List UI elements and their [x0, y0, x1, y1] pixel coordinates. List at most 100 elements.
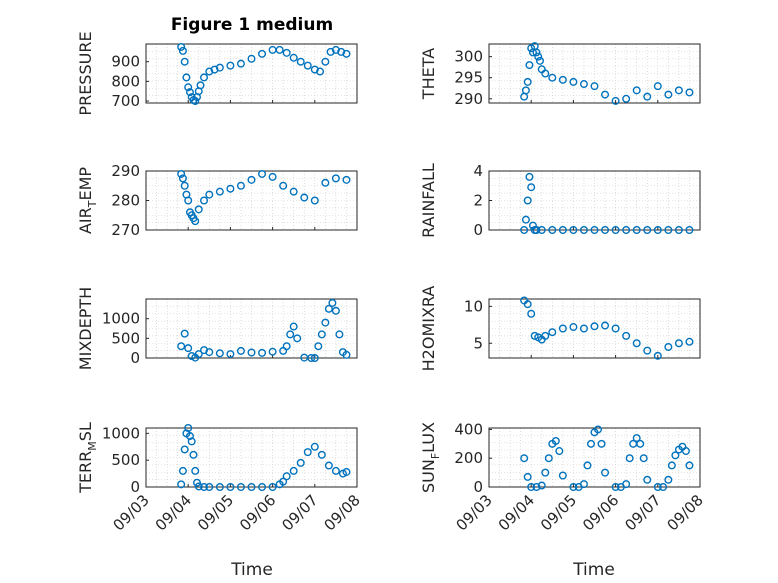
data-point: [236, 483, 245, 492]
data-point: [611, 324, 620, 333]
data-point: [180, 181, 189, 190]
axes-box: [145, 427, 358, 488]
data-point: [632, 225, 641, 234]
x-tick-label: 09/03: [453, 491, 496, 534]
y-tick-label: 1000: [102, 424, 140, 442]
data-point: [200, 483, 209, 492]
axes-box: [488, 298, 701, 359]
x-tick-label: 09/03: [110, 491, 153, 534]
figure-title: Figure 1 medium: [171, 15, 333, 35]
data-point: [307, 354, 316, 363]
data-point: [258, 49, 267, 58]
data-point: [184, 196, 193, 205]
data-point: [674, 225, 683, 234]
y-label-rest: EMP: [76, 167, 95, 201]
data-point: [324, 304, 333, 313]
x-tick-label: 09/05: [194, 491, 237, 534]
data-point: [590, 322, 599, 331]
data-point: [685, 88, 694, 97]
y-tick-label: 2: [473, 192, 483, 210]
data-point: [558, 75, 567, 84]
data-point: [685, 337, 694, 346]
data-point: [521, 86, 530, 95]
data-point: [659, 483, 668, 492]
data-point: [643, 225, 652, 234]
data-point: [523, 472, 532, 481]
data-point: [639, 454, 648, 463]
data-point: [279, 181, 288, 190]
y-label-rest: SL: [76, 422, 95, 441]
data-point: [558, 225, 567, 234]
data-point: [625, 454, 634, 463]
data-point: [303, 448, 312, 457]
data-point: [258, 483, 267, 492]
data-point: [185, 432, 194, 441]
y-tick-label: 900: [111, 53, 140, 71]
y-tick-label: 270: [111, 221, 140, 239]
data-point: [310, 442, 319, 451]
data-point: [643, 92, 652, 101]
data-point: [324, 461, 333, 470]
data-point: [194, 350, 203, 359]
data-point: [200, 196, 209, 205]
data-point: [289, 187, 298, 196]
data-point: [664, 475, 673, 484]
y-tick-label: 5: [473, 334, 483, 352]
data-point: [685, 225, 694, 234]
data-point: [681, 447, 690, 456]
data-point: [532, 225, 541, 234]
data-point: [643, 346, 652, 355]
data-point: [594, 425, 603, 434]
data-point: [205, 190, 214, 199]
data-point: [331, 466, 340, 475]
x-axis-label-right: Time: [572, 560, 615, 580]
data-point: [548, 73, 557, 82]
data-point: [527, 309, 536, 318]
data-point: [180, 445, 189, 454]
data-point: [601, 225, 610, 234]
data-point: [296, 458, 305, 467]
data-point: [558, 324, 567, 333]
panel-h2omixra: 5 10 H2OMIXRA: [419, 286, 701, 371]
y-label-subscript: M: [86, 441, 99, 451]
x-tick-label: 09/08: [321, 491, 364, 534]
data-point: [289, 53, 298, 62]
y-tick-label: 0: [473, 478, 483, 496]
data-point: [194, 482, 203, 491]
data-point: [664, 342, 673, 351]
x-axis-label-left: Time: [230, 560, 273, 580]
data-point: [191, 466, 200, 475]
data-point: [275, 45, 284, 54]
data-point: [317, 450, 326, 459]
data-point: [236, 346, 245, 355]
data-point: [310, 354, 319, 363]
data-point: [653, 483, 662, 492]
data-point: [180, 57, 189, 66]
data-point: [534, 52, 543, 61]
y-label-main: SUN: [419, 459, 438, 493]
y-axis-label: RAINFALL: [419, 163, 438, 238]
data-point: [303, 61, 312, 70]
data-point: [569, 77, 578, 86]
data-point: [597, 439, 606, 448]
data-point: [527, 483, 536, 492]
data-point: [586, 439, 595, 448]
data-point: [328, 298, 337, 307]
data-point: [569, 323, 578, 332]
y-tick-label: 500: [111, 329, 140, 347]
data-point: [611, 483, 620, 492]
data-point: [664, 225, 673, 234]
y-tick-label: 700: [111, 92, 140, 110]
panel-air_temp: 270 280 290 AIRTEMP: [76, 162, 358, 239]
y-tick-label: 800: [111, 72, 140, 90]
data-point: [247, 54, 256, 63]
y-axis-label: TERRMSL: [76, 422, 99, 494]
data-point: [622, 225, 631, 234]
axes-box: [145, 43, 358, 104]
data-point: [282, 472, 291, 481]
data-point: [622, 331, 631, 340]
data-point: [558, 471, 567, 480]
y-tick-label: 300: [454, 48, 483, 66]
data-point: [321, 178, 330, 187]
